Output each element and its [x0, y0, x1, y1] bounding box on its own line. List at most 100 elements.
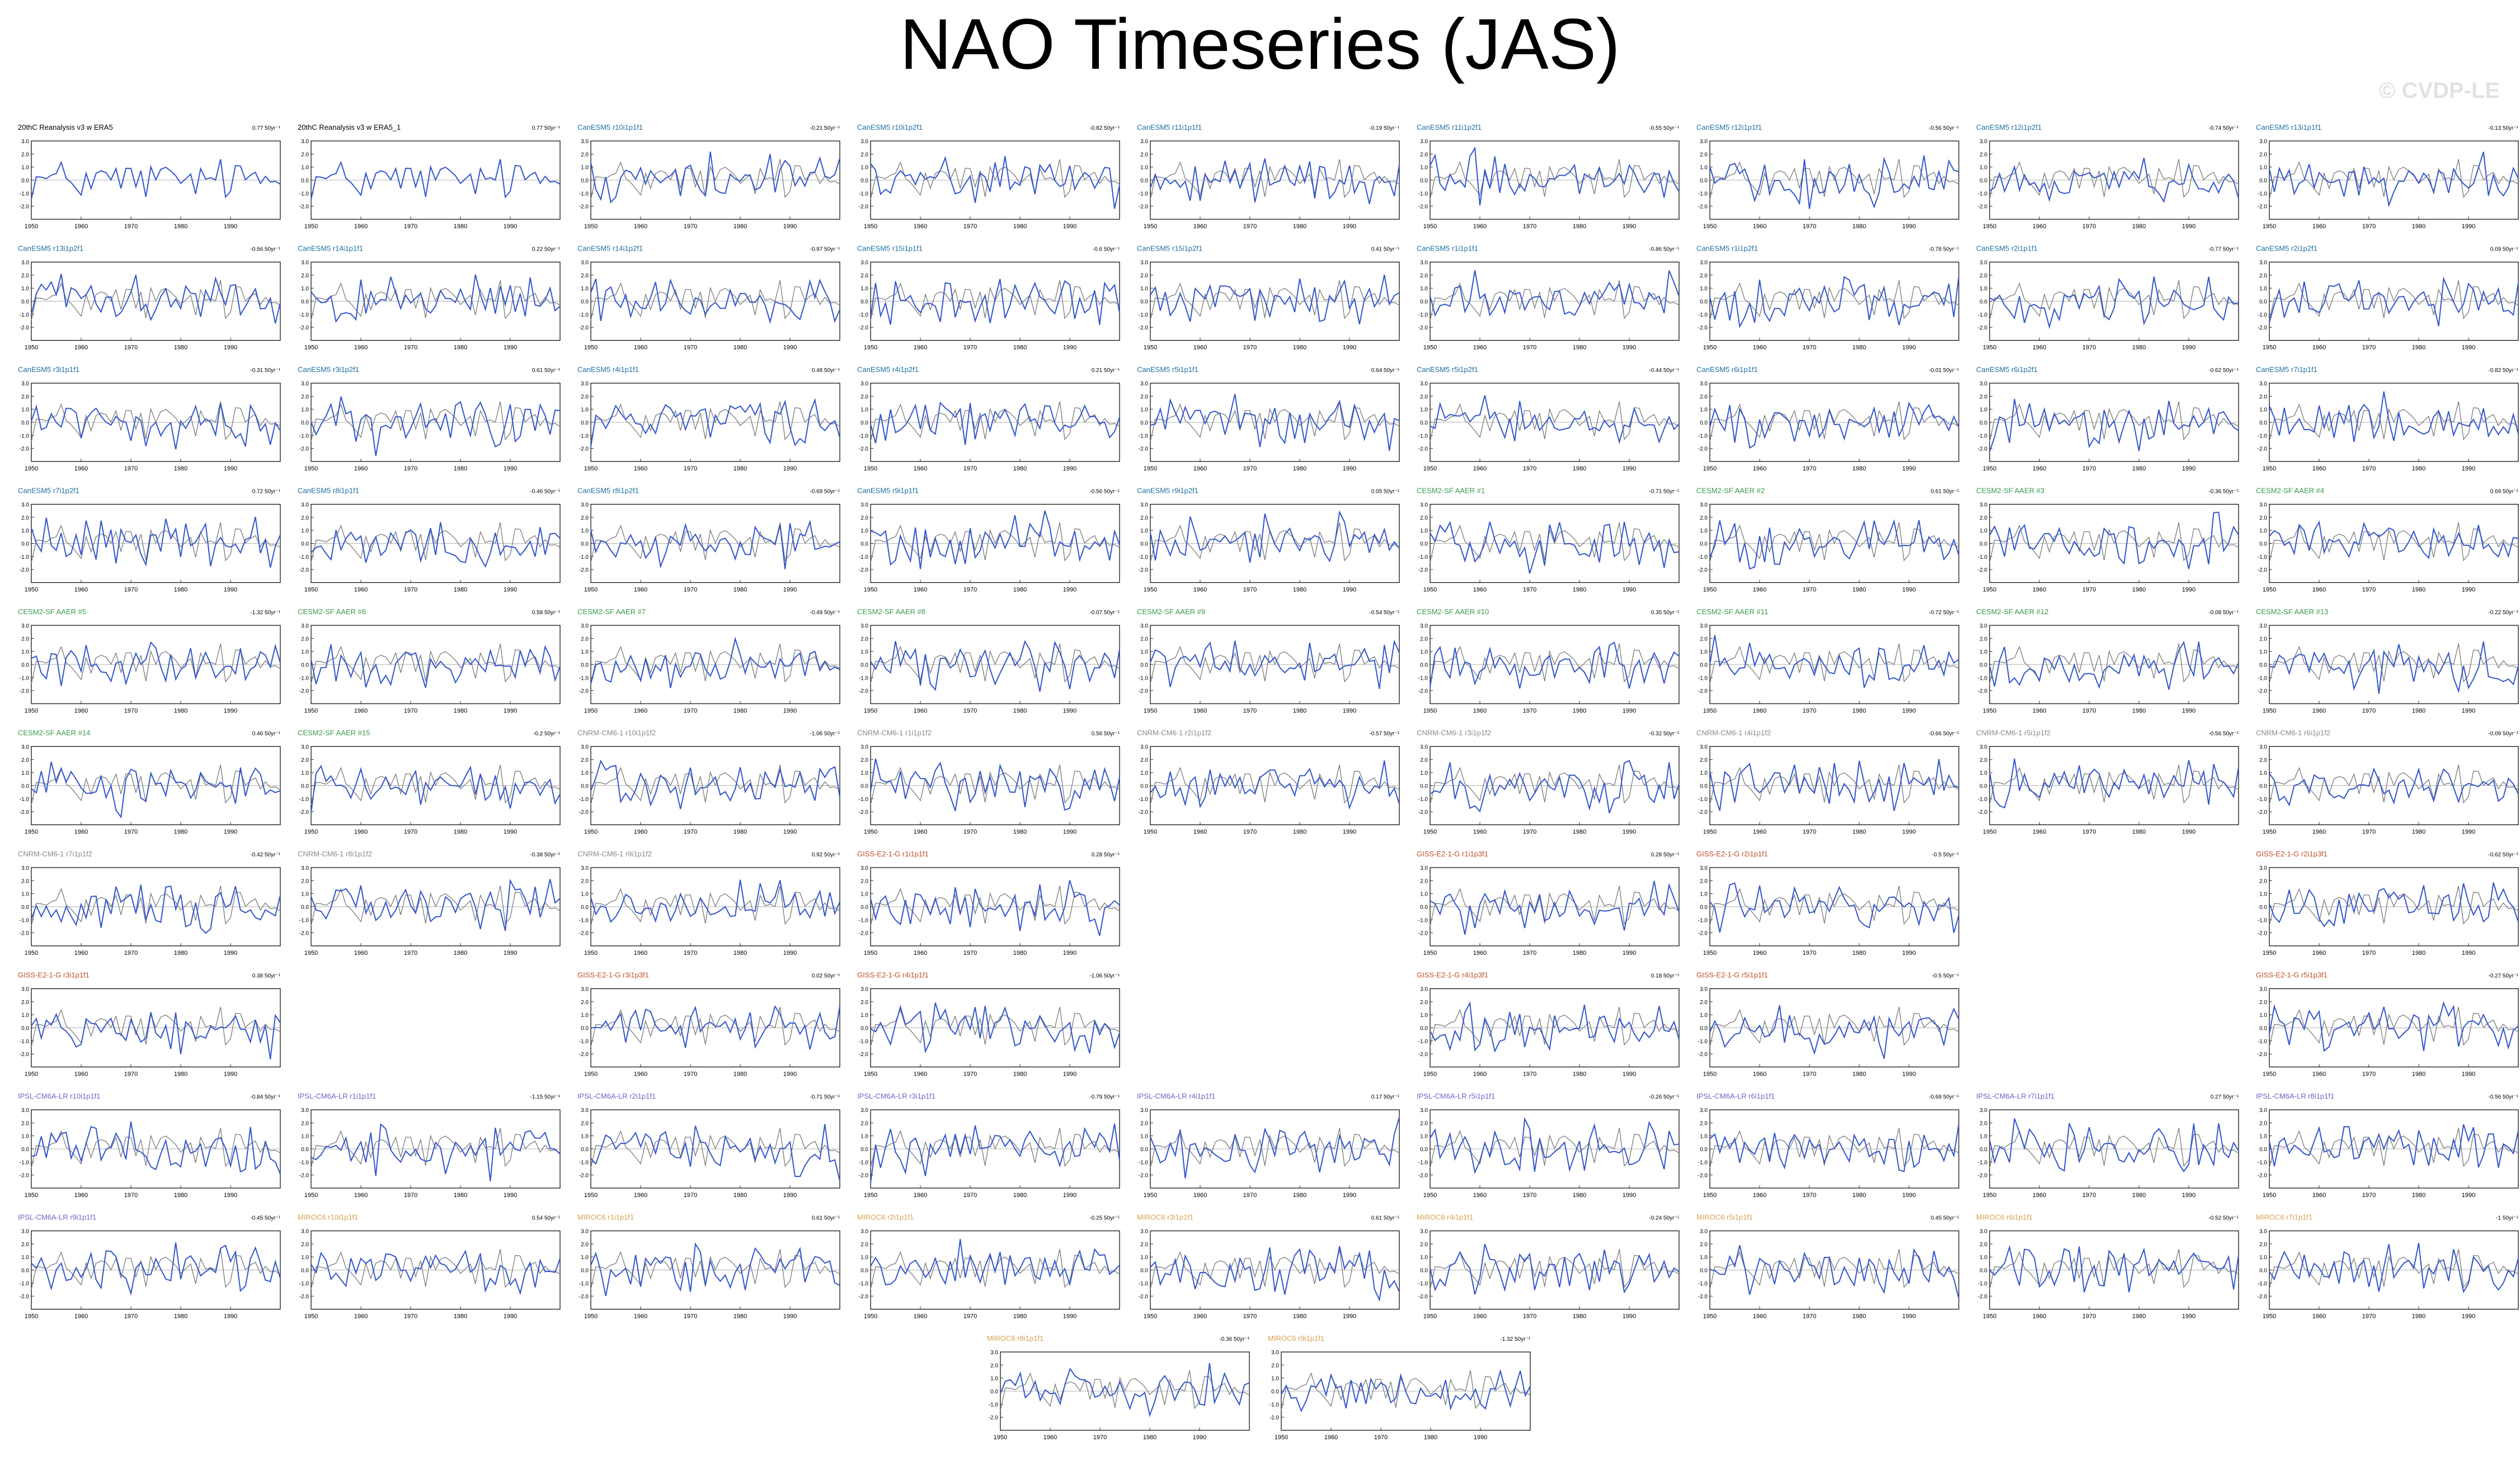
panel-title: GISS-E2-1-G r5i1p3f1 — [2256, 971, 2328, 979]
model-series-line — [2269, 882, 2519, 927]
y-tick-label: -2.0 — [1698, 1173, 1708, 1179]
x-tick-label: 1950 — [864, 829, 877, 836]
y-tick-label: 0.0 — [2259, 541, 2267, 548]
x-tick-label: 1980 — [1573, 345, 1586, 351]
panel-trend: 0.41 50yr⁻¹ — [1371, 247, 1400, 253]
x-tick-label: 1950 — [1983, 1313, 1996, 1320]
y-tick-label: 0.0 — [301, 299, 309, 305]
x-tick-label: 1960 — [354, 1313, 368, 1320]
y-tick-label: -1.0 — [579, 917, 589, 924]
x-tick-label: 1970 — [124, 708, 138, 714]
x-tick-label: 1990 — [504, 1313, 517, 1320]
y-tick-label: 3.0 — [581, 745, 589, 751]
y-tick-label: -2.0 — [2258, 1173, 2268, 1179]
x-tick-label: 1960 — [74, 1313, 88, 1320]
model-series-line — [590, 398, 840, 447]
x-tick-label: 1990 — [1063, 223, 1076, 230]
x-tick-label: 1990 — [1623, 465, 1636, 472]
y-tick-label: -2.0 — [1698, 204, 1708, 210]
y-tick-label: 2.0 — [1420, 1242, 1428, 1248]
x-tick-label: 1970 — [963, 345, 977, 351]
y-tick-label: 1.0 — [301, 165, 309, 171]
x-tick-label: 1990 — [783, 1071, 797, 1078]
x-tick-label: 1960 — [2033, 223, 2046, 230]
y-tick-label: -2.0 — [2258, 446, 2268, 453]
panel-trend: -0.56 50yr⁻¹ — [2488, 1094, 2518, 1100]
y-tick-label: 1.0 — [581, 528, 589, 534]
y-tick-label: 2.0 — [301, 1242, 309, 1248]
panel: IPSL-CM6A-LR r5i1p1f1 -0.26 50yr⁻¹ 3.0 2.0 1… — [1417, 1092, 1680, 1199]
x-tick-label: 1950 — [1703, 587, 1717, 593]
panel-title: GISS-E2-1-G r3i1p3f1 — [577, 971, 649, 979]
panel-title: CanESM5 r13i1p1f1 — [2256, 123, 2321, 131]
y-tick-label: 0.0 — [1980, 178, 1987, 184]
y-tick-label: -2.0 — [1978, 567, 1988, 573]
model-series-line — [1989, 157, 2239, 203]
y-tick-label: 2.0 — [581, 878, 589, 884]
x-tick-label: 1980 — [1853, 1313, 1866, 1320]
panel-title: CESM2-SF AAER #12 — [1976, 607, 2048, 616]
obs-series-line — [2269, 159, 2519, 200]
y-tick-label: 0.0 — [2259, 299, 2267, 305]
y-tick-label: 1.0 — [1140, 528, 1148, 534]
panel-title: CESM2-SF AAER #1 — [1417, 487, 1485, 495]
y-tick-label: 1.0 — [301, 407, 309, 413]
obs-series-line — [1150, 522, 1400, 563]
x-tick-label: 1970 — [404, 708, 417, 714]
x-tick-label: 1950 — [1983, 829, 1996, 836]
y-tick-label: 0.0 — [861, 1026, 868, 1032]
x-tick-label: 1980 — [1573, 465, 1586, 472]
panel: CanESM5 r5i1p1f1 0.64 50yr⁻¹ 3.0 2.0 1.0 0.0 -… — [1137, 365, 1400, 472]
x-tick-label: 1960 — [634, 708, 647, 714]
panel: CanESM5 r11i1p1f1 -0.19 50yr⁻¹ 3.0 2.0 1.0 0.… — [1137, 123, 1400, 230]
obs-series-line — [870, 1007, 1120, 1047]
y-tick-label: 2.0 — [861, 515, 868, 521]
y-tick-label: 2.0 — [990, 1363, 998, 1369]
x-tick-label: 1960 — [1753, 829, 1766, 836]
y-tick-label: -1.0 — [859, 1039, 869, 1045]
panel-title: CNRM-CM6-1 r1i1p1f2 — [857, 729, 932, 737]
model-series-line — [870, 279, 1120, 325]
x-tick-label: 1970 — [684, 465, 697, 472]
y-tick-label: -1.0 — [579, 1281, 589, 1287]
y-tick-label: -2.0 — [859, 446, 869, 453]
panel: CanESM5 r9i1p1f1 -0.56 50yr⁻¹ 3.0 2.0 1.0 0.0… — [857, 487, 1120, 593]
panel-title: MIROC6 r9i1p1f1 — [1268, 1334, 1324, 1342]
y-tick-label: 3.0 — [1271, 1350, 1279, 1356]
y-tick-label: -2.0 — [1418, 809, 1428, 816]
panel-title: CESM2-SF AAER #3 — [1976, 487, 2044, 495]
y-tick-label: -2.0 — [1698, 567, 1708, 573]
panel: CESM2-SF AAER #9 -0.54 50yr⁻¹ 3.0 2.0 1.0 0.0… — [1137, 607, 1400, 714]
y-tick-label: 1.0 — [1420, 1134, 1428, 1140]
panel: CNRM-CM6-1 r1i1p1f2 0.56 50yr⁻¹ 3.0 2.0 1.0 0… — [857, 729, 1120, 836]
x-tick-label: 1960 — [1193, 465, 1207, 472]
y-tick-label: -1.0 — [1418, 312, 1428, 318]
y-tick-label: -1.0 — [1698, 797, 1708, 803]
obs-series-line — [31, 1007, 281, 1047]
y-tick-label: 0.0 — [1700, 1147, 1708, 1153]
y-tick-label: 3.0 — [21, 502, 29, 508]
x-tick-label: 1950 — [1144, 223, 1157, 230]
y-tick-label: 0.0 — [1140, 784, 1148, 790]
obs-series-line — [1989, 1249, 2239, 1289]
x-tick-label: 1980 — [174, 950, 187, 957]
x-tick-label: 1990 — [2462, 223, 2475, 230]
y-tick-label: 3.0 — [581, 987, 589, 993]
x-tick-label: 1960 — [1753, 1071, 1766, 1078]
y-tick-label: 3.0 — [1420, 381, 1428, 387]
model-series-line — [1150, 274, 1400, 324]
panel-trend: 0.72 50yr⁻¹ — [252, 489, 281, 495]
panel-trend: 0.64 50yr⁻¹ — [1371, 368, 1400, 374]
model-series-line — [311, 1249, 561, 1295]
x-tick-label: 1960 — [2312, 708, 2326, 714]
y-tick-label: 0.0 — [1420, 541, 1428, 548]
x-tick-label: 1980 — [2132, 345, 2146, 351]
x-tick-label: 1950 — [25, 587, 38, 593]
panel-title: CESM2-SF AAER #11 — [1696, 607, 1768, 616]
panel-trend: -1 50yr⁻¹ — [2496, 1215, 2518, 1222]
panel: IPSL-CM6A-LR r1i1p1f1 -1.15 50yr⁻¹ 3.0 2.0 1… — [298, 1092, 561, 1199]
x-tick-label: 1960 — [1193, 708, 1207, 714]
y-tick-label: -2.0 — [1418, 567, 1428, 573]
y-tick-label: 1.0 — [861, 649, 868, 656]
y-tick-label: -2.0 — [2258, 204, 2268, 210]
